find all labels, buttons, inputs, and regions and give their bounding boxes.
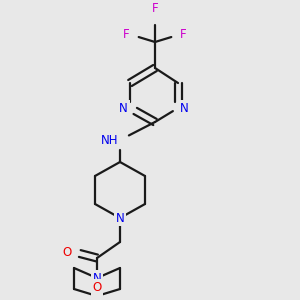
- Text: O: O: [63, 245, 72, 259]
- Text: N: N: [180, 101, 189, 115]
- Text: F: F: [152, 2, 158, 15]
- Text: N: N: [119, 101, 128, 115]
- Text: O: O: [92, 281, 102, 294]
- Text: N: N: [93, 272, 101, 284]
- Text: NH: NH: [100, 134, 118, 146]
- Text: N: N: [116, 212, 124, 224]
- Text: F: F: [123, 28, 130, 41]
- Text: F: F: [180, 28, 187, 41]
